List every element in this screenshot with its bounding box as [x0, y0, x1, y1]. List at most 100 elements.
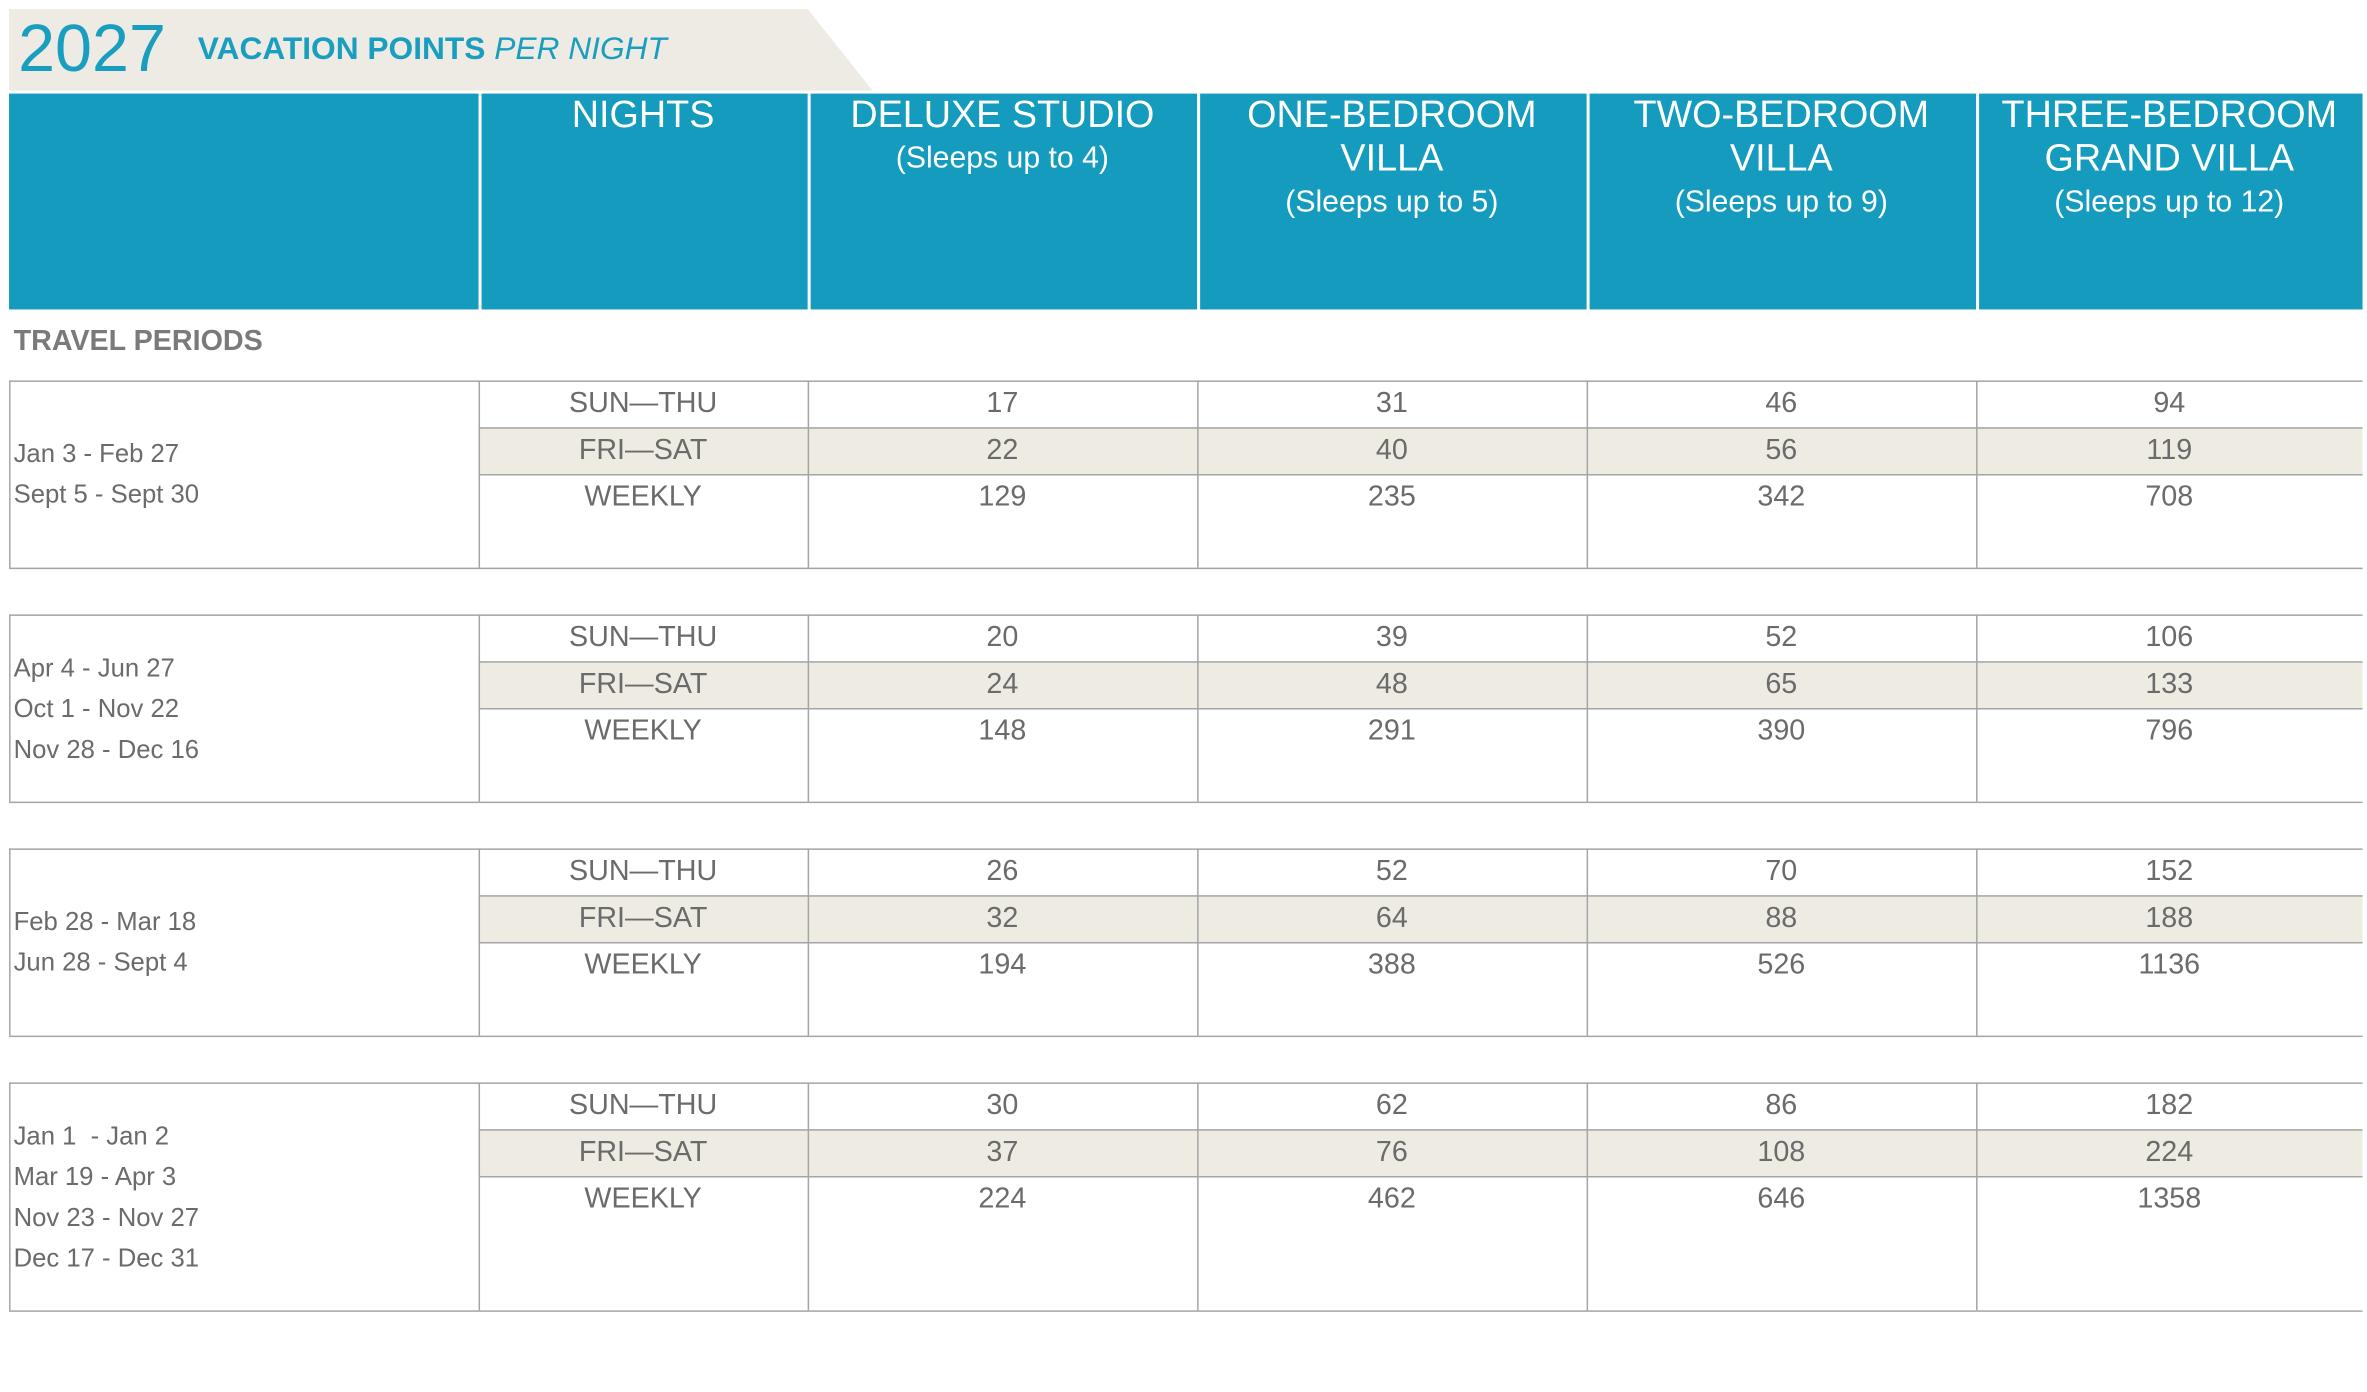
- points-value: 148: [978, 715, 1027, 748]
- points-value: 17: [986, 387, 1019, 420]
- points-value: 129: [978, 481, 1027, 514]
- column-border: [9, 1082, 11, 1311]
- points-value: 39: [1375, 621, 1408, 654]
- row-border: [478, 474, 2363, 476]
- nights-label: WEEKLY: [584, 949, 702, 982]
- points-value: 20: [986, 621, 1019, 654]
- points-value: 88: [1765, 902, 1798, 935]
- points-value: 30: [986, 1089, 1019, 1122]
- nights-label: SUN—THU: [568, 621, 718, 654]
- column-border: [1586, 848, 1589, 1036]
- column-header: GRAND VILLA: [2044, 137, 2295, 180]
- nights-label: SUN—THU: [568, 855, 718, 888]
- column-border: [1976, 380, 1978, 568]
- travel-period: Feb 28 - Mar 18: [13, 907, 197, 936]
- column-border: [807, 1082, 810, 1311]
- group-top-border: [9, 380, 2363, 382]
- points-value: 188: [2145, 902, 2194, 935]
- title-italic: PER NIGHT: [494, 31, 667, 67]
- points-value: 291: [1367, 715, 1416, 748]
- nights-label: WEEKLY: [584, 481, 702, 514]
- points-value: 46: [1765, 387, 1798, 420]
- column-border: [478, 614, 481, 802]
- nights-label: FRI—SAT: [578, 902, 708, 935]
- travel-period: Nov 28 - Dec 16: [13, 734, 200, 764]
- nights-label: FRI—SAT: [578, 434, 708, 467]
- column-border: [1586, 614, 1589, 802]
- points-value: 194: [978, 949, 1027, 982]
- row-border: [478, 1129, 2363, 1131]
- year: 2027: [18, 12, 166, 87]
- header-divider: [1197, 93, 1201, 310]
- points-value: 26: [986, 855, 1019, 888]
- column-border: [807, 380, 810, 568]
- row-border: [478, 708, 2363, 710]
- points-value: 52: [1765, 621, 1798, 654]
- section-label: TRAVEL PERIODS: [13, 326, 263, 358]
- column-border: [1976, 614, 1978, 802]
- points-value: 152: [2145, 855, 2194, 888]
- column-border: [1976, 1082, 1978, 1311]
- column-note: (Sleeps up to 4): [895, 141, 1109, 176]
- travel-period: Jan 3 - Feb 27: [13, 439, 180, 468]
- points-value: 52: [1375, 855, 1408, 888]
- header-divider: [1586, 93, 1590, 310]
- points-value: 94: [2153, 387, 2186, 420]
- row-shade: [478, 427, 2363, 475]
- nights-label: SUN—THU: [568, 387, 718, 420]
- group-bottom-border: [9, 1035, 2363, 1038]
- points-value: 62: [1375, 1089, 1408, 1122]
- points-value: 119: [2146, 434, 2193, 467]
- column-border: [1197, 1082, 1199, 1311]
- points-value: 86: [1765, 1089, 1798, 1122]
- group-bottom-border: [9, 567, 2363, 570]
- travel-period: Mar 19 - Apr 3: [13, 1161, 177, 1191]
- points-value: 70: [1765, 855, 1798, 888]
- travel-period: Jan 1 - Jan 2: [13, 1120, 170, 1150]
- row-border: [478, 895, 2363, 897]
- column-border: [807, 614, 810, 802]
- column-border: [9, 848, 11, 1036]
- points-value: 76: [1375, 1136, 1408, 1169]
- column-border: [807, 848, 810, 1036]
- row-shade: [478, 895, 2363, 942]
- points-value: 390: [1757, 715, 1806, 748]
- column-border: [1586, 380, 1589, 568]
- group-top-border: [9, 1082, 2363, 1084]
- points-value: 31: [1375, 387, 1408, 420]
- travel-period: Dec 17 - Dec 31: [13, 1243, 200, 1272]
- travel-period: Sept 5 - Sept 30: [13, 480, 200, 509]
- group-top-border: [9, 614, 2363, 616]
- header-band: [9, 93, 2363, 310]
- group-bottom-border: [9, 801, 2363, 804]
- column-border: [1197, 614, 1199, 802]
- travel-period: Nov 23 - Nov 27: [13, 1202, 200, 1232]
- points-value: 388: [1367, 949, 1416, 982]
- column-border: [478, 1082, 481, 1311]
- travel-period: Jun 28 - Sept 4: [13, 948, 188, 977]
- column-header: TWO-BEDROOM: [1633, 93, 1930, 136]
- column-header: DELUXE STUDIO: [850, 93, 1155, 136]
- column-header: NIGHTS: [571, 93, 715, 136]
- column-border: [478, 848, 481, 1036]
- group-bottom-border: [9, 1310, 2363, 1312]
- row-border: [478, 1175, 2363, 1178]
- points-value: 65: [1765, 668, 1798, 701]
- points-value: 224: [978, 1183, 1027, 1216]
- travel-period: Apr 4 - Jun 27: [13, 652, 175, 682]
- column-note: (Sleeps up to 12): [2054, 185, 2285, 219]
- points-value: 133: [2145, 668, 2194, 701]
- column-note: (Sleeps up to 5): [1285, 185, 1499, 219]
- column-border: [478, 380, 481, 568]
- points-value: 22: [986, 434, 1019, 467]
- points-value: 708: [2145, 481, 2194, 514]
- nights-label: WEEKLY: [584, 715, 702, 748]
- column-border: [1586, 1082, 1589, 1311]
- points-value: 37: [986, 1136, 1019, 1169]
- nights-label: FRI—SAT: [578, 1136, 708, 1169]
- column-border: [1197, 380, 1199, 568]
- column-header: VILLA: [1340, 137, 1444, 180]
- points-value: 646: [1757, 1183, 1806, 1216]
